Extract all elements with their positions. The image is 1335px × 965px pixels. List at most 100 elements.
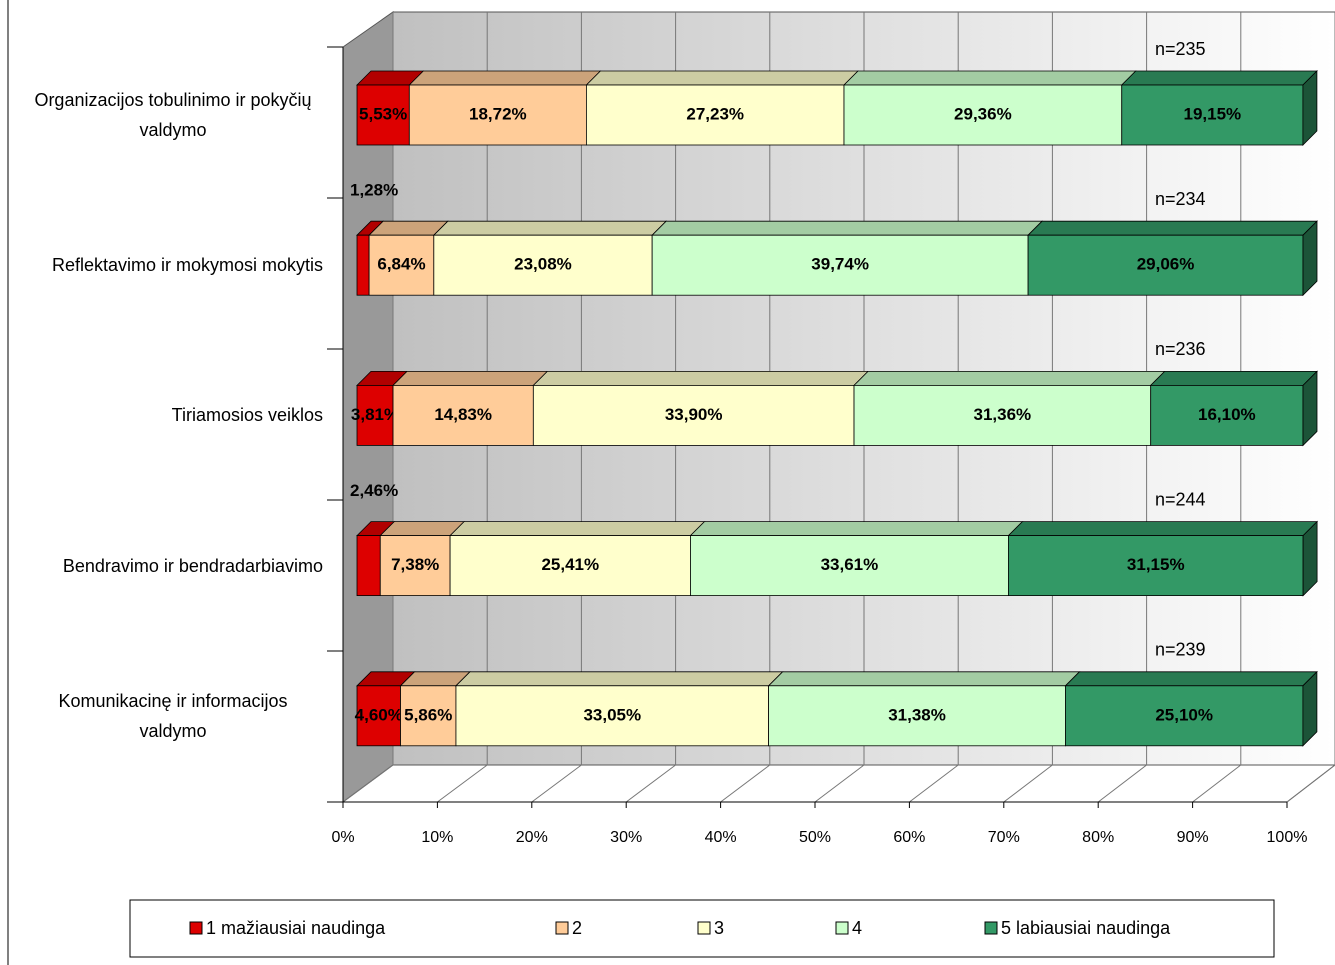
floor-grid-line <box>1286 764 1335 803</box>
bar <box>356 234 370 296</box>
value-label: 31,36% <box>974 405 1032 424</box>
floor-grid-line <box>720 764 771 803</box>
bar <box>368 234 435 296</box>
x-tick-label: 10% <box>421 829 453 846</box>
value-label: 2,46% <box>350 481 398 500</box>
bar-side <box>1302 70 1318 146</box>
legend-swatch <box>984 921 998 935</box>
bar <box>853 384 1152 446</box>
bar <box>651 234 1029 296</box>
bar-top <box>454 671 784 687</box>
bar <box>356 84 410 146</box>
x-tick-label: 60% <box>893 829 925 846</box>
bar <box>400 685 457 747</box>
value-label: 23,08% <box>514 255 572 274</box>
x-tick-label: 100% <box>1267 829 1308 846</box>
bar-top <box>449 521 706 536</box>
legend-label: 4 <box>852 918 862 938</box>
floor-grid-line <box>625 764 676 803</box>
x-tick-label: 20% <box>516 829 548 846</box>
value-label: 5,86% <box>404 705 452 724</box>
legend-swatch <box>189 921 203 935</box>
category-label: Tiriamosios veiklos <box>171 405 323 426</box>
bar-top <box>1120 70 1318 86</box>
bar-top <box>585 70 859 86</box>
x-tick-label: 50% <box>799 829 831 846</box>
bar-top <box>392 370 549 386</box>
category-label: Komunikacinę ir informacijos valdymo <box>58 690 288 741</box>
bar <box>455 685 770 747</box>
annotation: n=234 <box>1155 189 1206 209</box>
bar <box>1065 685 1304 747</box>
value-label: 33,05% <box>583 705 641 724</box>
bar-top <box>689 521 1024 536</box>
legend-label: 2 <box>572 918 582 938</box>
annotation: n=244 <box>1155 489 1206 509</box>
floor-grid-line <box>909 764 959 803</box>
value-label: 3,81% <box>351 405 399 424</box>
bar <box>449 535 691 596</box>
x-tick-label: 70% <box>988 829 1020 846</box>
value-label: 29,36% <box>954 104 1012 123</box>
legend-label: 5 labiausiai naudinga <box>1001 918 1171 938</box>
value-label: 4,60% <box>355 705 403 724</box>
floor-grid-line <box>1003 764 1053 803</box>
value-label: 1,28% <box>350 181 398 200</box>
bar-top <box>408 70 602 86</box>
floor-grid-line <box>531 764 582 803</box>
floor-grid-line <box>1097 764 1147 803</box>
value-label: 25,41% <box>541 555 599 574</box>
bar-top <box>843 70 1137 86</box>
bar <box>768 685 1066 747</box>
category-label: Bendravimo ir bendradarbiavimo <box>62 555 323 576</box>
floor-grid-line <box>437 764 488 803</box>
bar <box>1150 384 1304 446</box>
value-label: 6,84% <box>377 255 425 274</box>
bar <box>356 535 381 596</box>
value-label: 19,15% <box>1183 104 1241 123</box>
x-tick-label: 80% <box>1082 829 1114 846</box>
bar <box>356 384 394 446</box>
bar <box>379 535 451 596</box>
legend-swatch <box>555 921 569 935</box>
bar-side <box>1302 520 1318 597</box>
value-label: 29,06% <box>1137 255 1195 274</box>
bar <box>1121 84 1304 146</box>
legend-label: 3 <box>714 918 724 938</box>
x-tick-label: 30% <box>610 829 642 846</box>
value-label: 7,38% <box>391 555 439 574</box>
bar-top <box>532 370 869 386</box>
legend-swatch <box>835 921 849 935</box>
floor-grid-line <box>342 764 394 803</box>
value-label: 33,90% <box>665 405 723 424</box>
value-label: 39,74% <box>811 255 869 274</box>
bar-top <box>651 220 1044 236</box>
category-label: Reflektavimo ir mokymosi mokytis <box>51 255 323 276</box>
bar <box>408 84 587 146</box>
value-label: 5,53% <box>359 104 407 123</box>
value-label: 16,10% <box>1198 405 1256 424</box>
bar-side <box>1302 670 1318 747</box>
bar-top <box>1064 671 1318 687</box>
legend-label: 1 mažiausiai naudinga <box>206 918 386 938</box>
bar <box>586 84 845 146</box>
bar-top <box>1149 370 1318 386</box>
bar-side <box>1302 220 1318 297</box>
bar <box>1027 234 1304 296</box>
value-label: 25,10% <box>1155 705 1213 724</box>
category-label: Organizacijos tobulinimo ir pokyčių vald… <box>34 90 312 140</box>
value-label: 31,15% <box>1127 555 1185 574</box>
value-label: 33,61% <box>821 555 879 574</box>
annotation: n=236 <box>1155 339 1206 359</box>
value-label: 14,83% <box>434 405 492 424</box>
value-label: 31,38% <box>888 705 946 724</box>
bar <box>532 384 855 446</box>
bar <box>843 84 1123 146</box>
floor-grid-line <box>1192 764 1242 803</box>
bar-top <box>1027 220 1318 236</box>
bar-side <box>1302 370 1318 447</box>
bar <box>690 535 1009 596</box>
annotation: n=239 <box>1155 640 1206 660</box>
bar-top <box>432 220 668 236</box>
value-label: 27,23% <box>686 104 744 123</box>
